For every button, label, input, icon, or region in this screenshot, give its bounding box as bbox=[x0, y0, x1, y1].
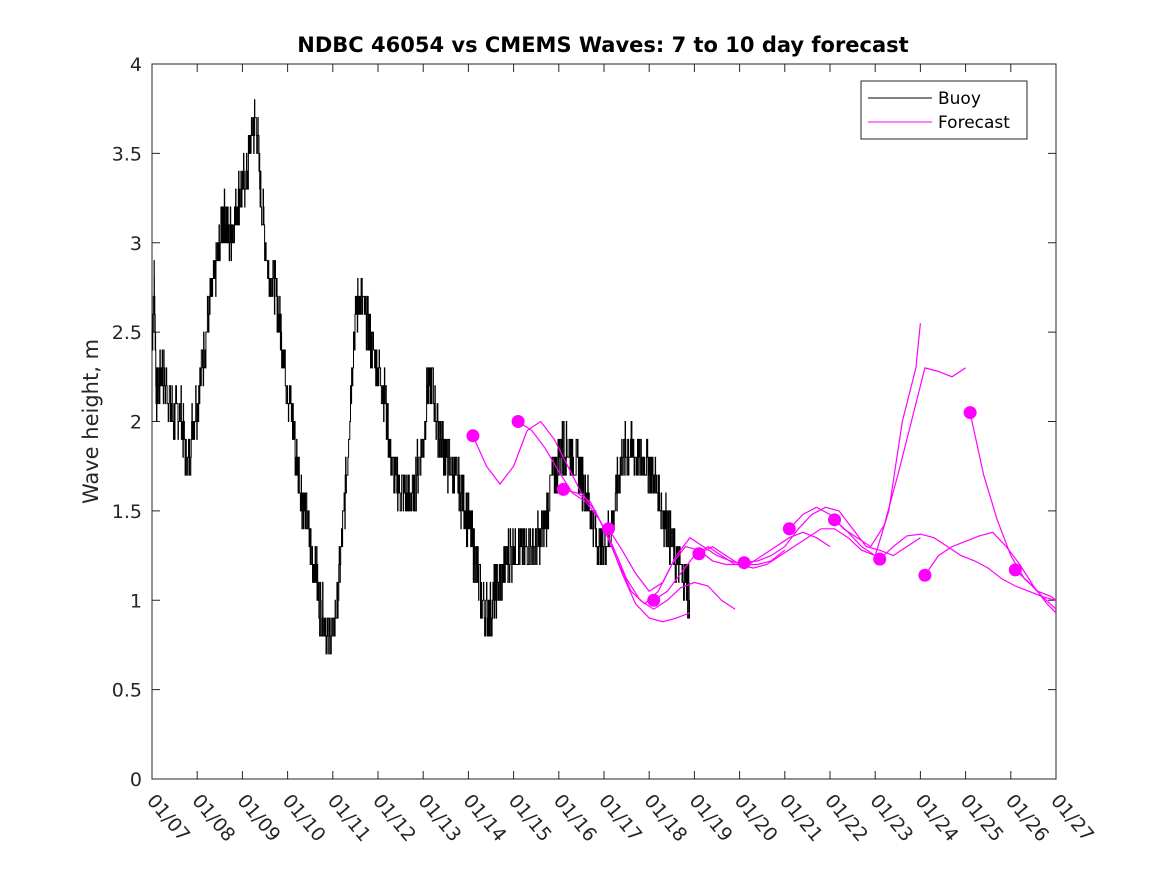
buoy-series-line bbox=[151, 99, 690, 655]
y-tick-label: 1.5 bbox=[112, 501, 142, 523]
y-axis: 0 0.5 1 1.5 2 2.5 3 3.5 4 bbox=[112, 54, 1056, 791]
legend: Buoy Forecast bbox=[860, 80, 1028, 140]
forecast-start-marker bbox=[782, 522, 796, 536]
forecast-start-marker bbox=[511, 415, 525, 428]
forecast-series-line bbox=[744, 506, 921, 564]
legend-buoy-label: Buoy bbox=[938, 89, 981, 109]
forecast-start-marker bbox=[873, 552, 887, 566]
forecast-start-marker bbox=[602, 522, 616, 536]
forecast-series-line bbox=[698, 528, 876, 569]
y-tick-label: 0.5 bbox=[112, 680, 142, 702]
y-axis-label: Wave height, m bbox=[79, 339, 103, 504]
forecast-start-marker bbox=[647, 593, 661, 607]
forecast-series-line bbox=[834, 323, 921, 557]
y-tick-label: 0 bbox=[130, 769, 142, 791]
legend-box bbox=[860, 80, 1028, 140]
forecast-series-line bbox=[472, 420, 691, 623]
chart-title: NDBC 46054 vs CMEMS Waves: 7 to 10 day f… bbox=[297, 33, 908, 57]
forecast-start-marker bbox=[963, 406, 977, 420]
forecast-start-marker bbox=[466, 429, 480, 443]
forecast-markers bbox=[466, 406, 1022, 607]
forecast-series-line bbox=[517, 420, 736, 610]
legend-forecast-label: Forecast bbox=[938, 113, 1010, 133]
plot-area: 00.511.522.533.54 01/0701/0801/0901/1001… bbox=[112, 54, 1098, 846]
forecast-start-marker bbox=[918, 568, 932, 582]
forecast-series-line bbox=[879, 533, 1057, 601]
y-tick-label: 2.5 bbox=[112, 322, 142, 344]
y-tick-label: 4 bbox=[130, 54, 142, 76]
y-tick-label: 3 bbox=[130, 233, 142, 255]
forecast-series-line bbox=[1014, 569, 1057, 610]
y-tick-label: 3.5 bbox=[112, 143, 142, 165]
axes-box bbox=[151, 63, 1057, 780]
forecast-start-marker bbox=[828, 513, 842, 527]
forecast-series-line bbox=[788, 367, 966, 548]
forecast-start-marker bbox=[556, 482, 570, 496]
forecast-start-marker bbox=[692, 547, 706, 561]
series-layer bbox=[151, 99, 1057, 655]
y-tick-label: 2 bbox=[130, 412, 142, 434]
y-tick-label: 1 bbox=[130, 590, 142, 612]
forecast-start-marker bbox=[737, 556, 751, 570]
forecast-series-line bbox=[607, 528, 786, 593]
forecast-start-marker bbox=[1008, 563, 1022, 577]
